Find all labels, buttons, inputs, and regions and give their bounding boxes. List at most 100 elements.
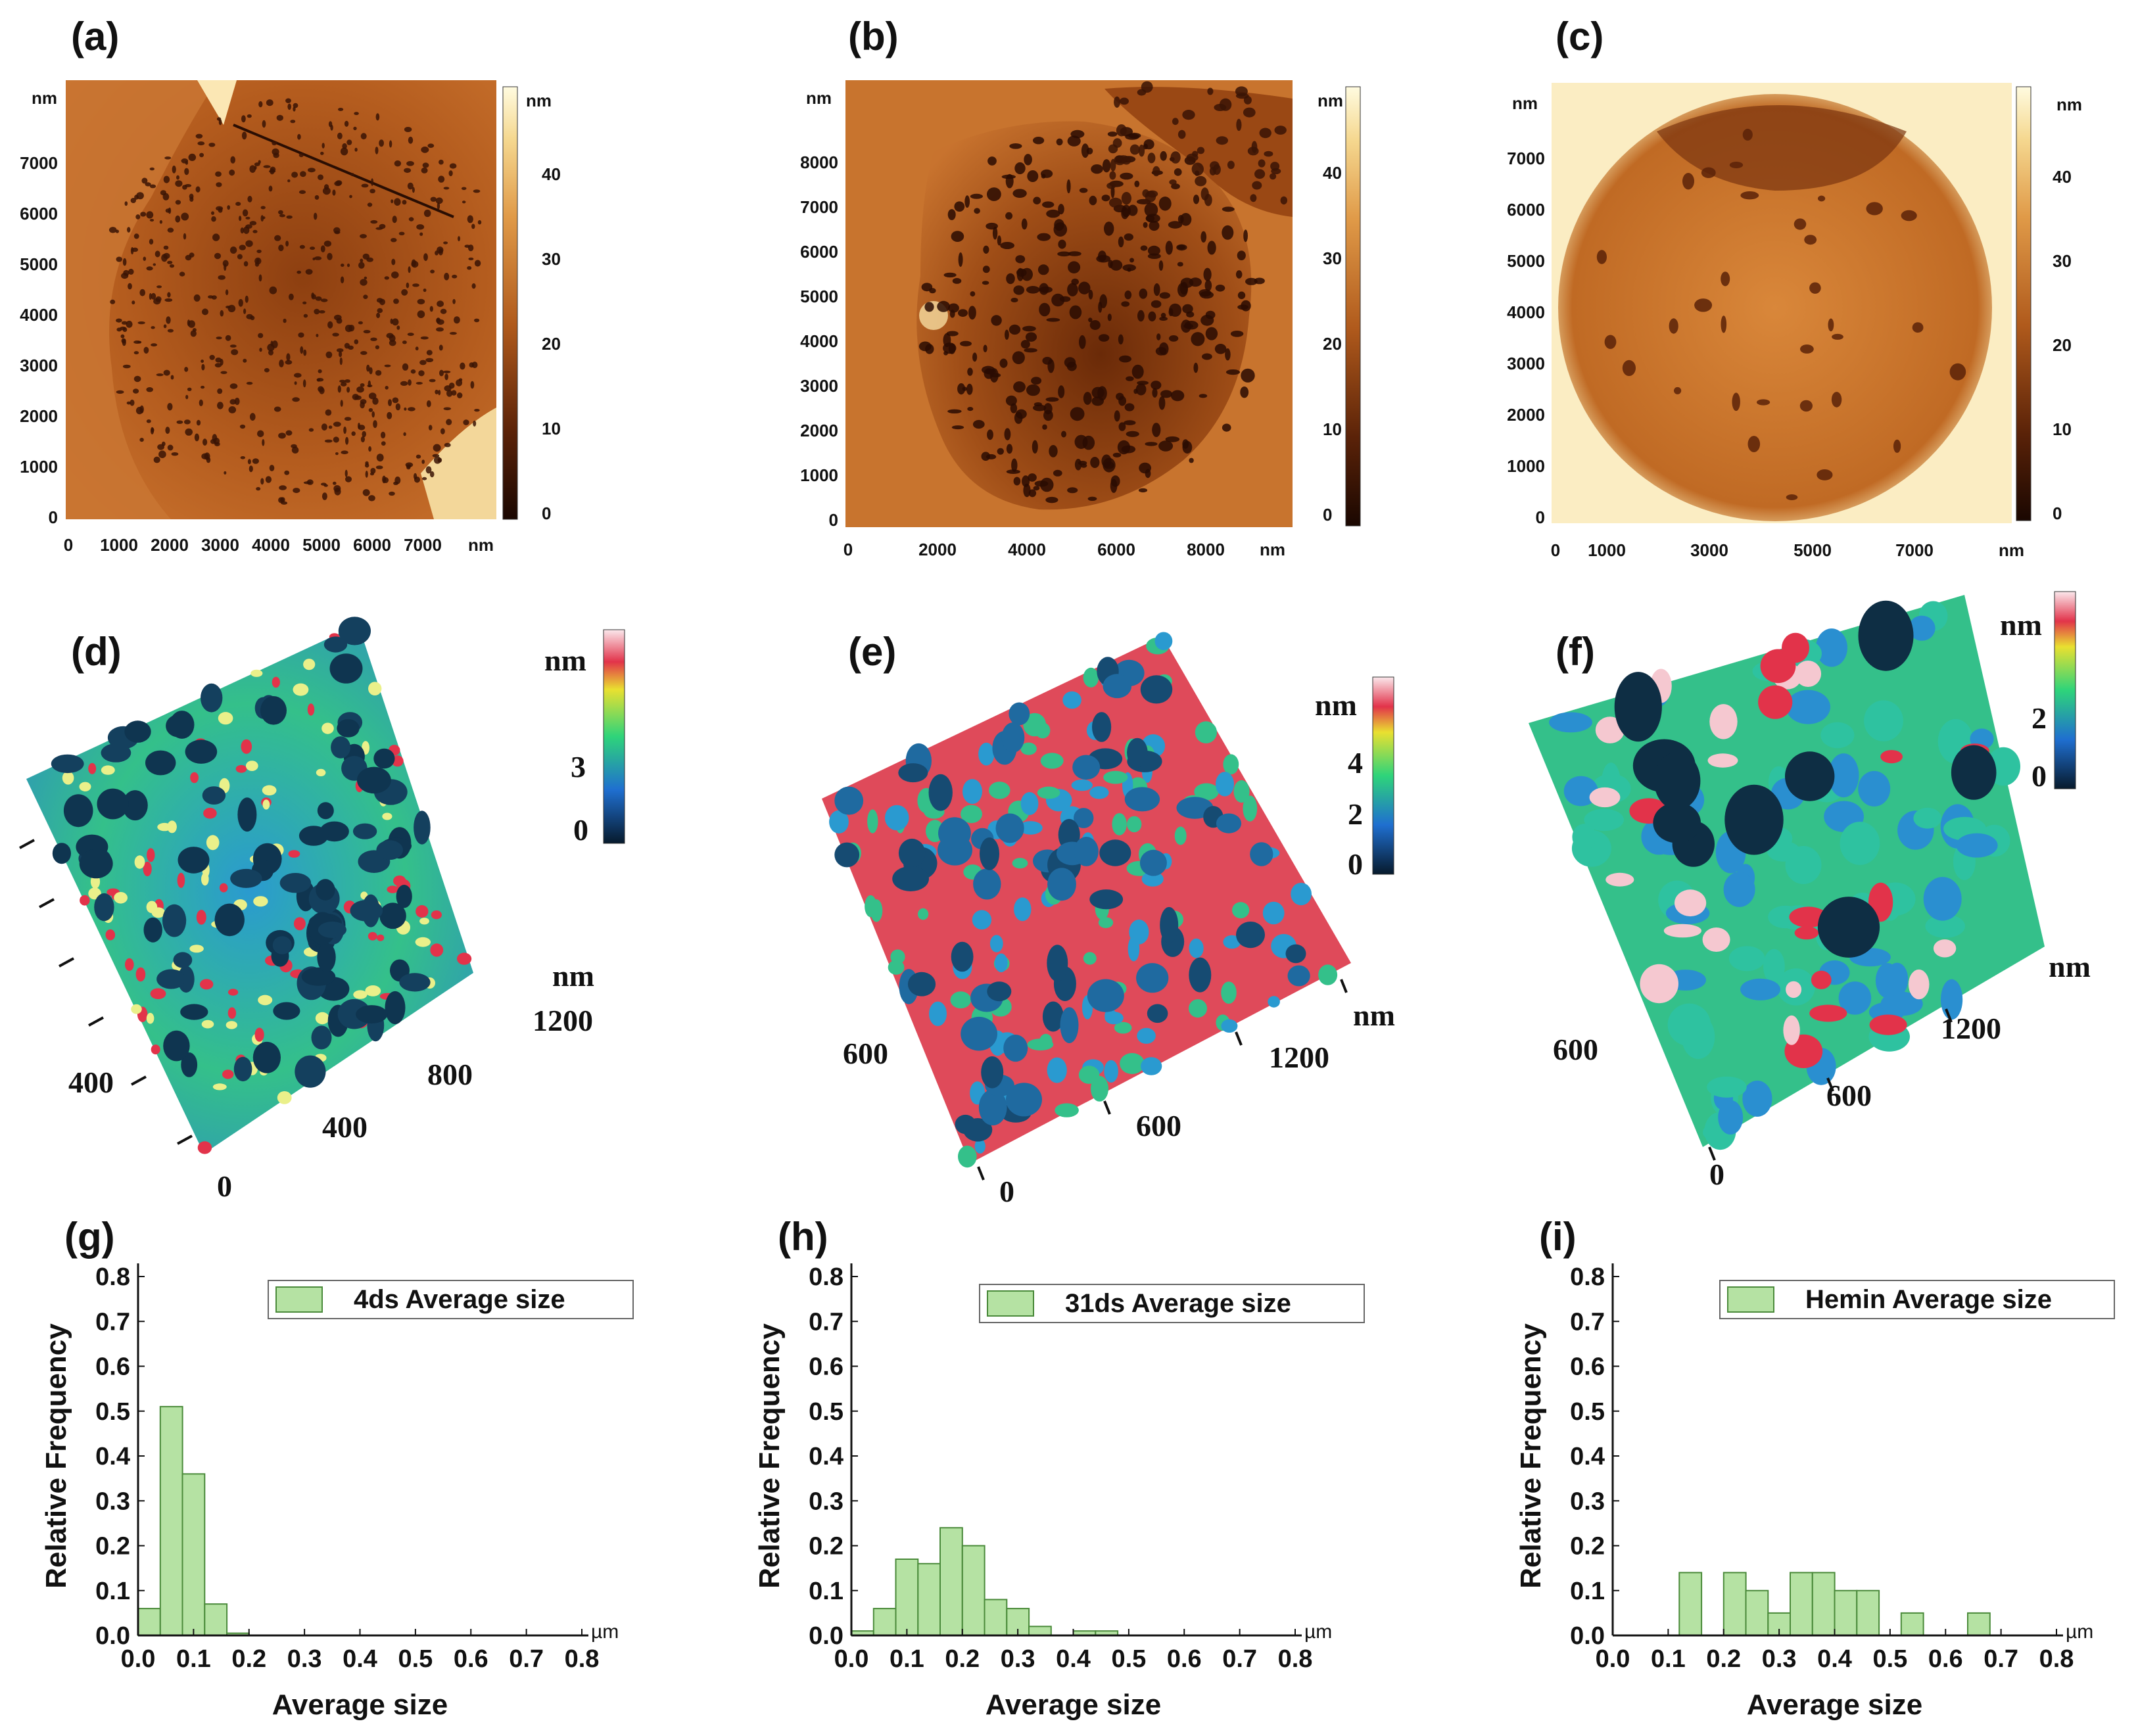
afm-pore bbox=[128, 268, 134, 275]
surface-pore bbox=[892, 866, 929, 891]
afm-pore bbox=[918, 341, 932, 352]
afm-pore bbox=[238, 298, 243, 307]
surface-pore bbox=[1285, 944, 1306, 964]
afm-pore bbox=[473, 189, 481, 193]
afm-pore bbox=[987, 187, 1001, 201]
afm-pore bbox=[176, 175, 179, 180]
afm-pore bbox=[1000, 242, 1014, 249]
surface-pore bbox=[125, 958, 134, 971]
afm-pore bbox=[167, 329, 174, 333]
surface-pore bbox=[1078, 1066, 1100, 1084]
surface-pore bbox=[1160, 906, 1179, 943]
afm-pore bbox=[166, 316, 171, 324]
surface-pore bbox=[170, 711, 195, 739]
afm-pore bbox=[229, 169, 235, 176]
afm-pore bbox=[1118, 236, 1124, 248]
afm-pore bbox=[1120, 172, 1133, 180]
surface-pore bbox=[143, 861, 152, 877]
afm-pore bbox=[984, 368, 994, 379]
afm-pore bbox=[1121, 192, 1131, 205]
afm-pore bbox=[167, 292, 171, 298]
afm-pore bbox=[158, 450, 166, 458]
surface-pore bbox=[929, 1001, 947, 1027]
x-tick-label: 0.1 bbox=[890, 1645, 924, 1673]
afm-pore bbox=[1151, 300, 1162, 308]
afm-pore bbox=[1066, 179, 1071, 194]
x-tick-c: 3000 bbox=[1690, 540, 1728, 560]
afm-pore bbox=[320, 151, 324, 155]
afm-pore bbox=[169, 264, 175, 268]
y-tick-label: 0.0 bbox=[95, 1622, 130, 1650]
surface-pore bbox=[1653, 802, 1701, 843]
x-tick-label: 0.5 bbox=[1111, 1645, 1146, 1673]
afm-pore bbox=[435, 197, 443, 204]
afm-pore bbox=[122, 364, 131, 369]
surface-pore bbox=[884, 805, 909, 831]
surface-pore bbox=[1089, 786, 1109, 799]
afm-pore bbox=[153, 456, 160, 463]
afm-pore bbox=[116, 327, 122, 332]
afm-pore bbox=[412, 283, 419, 287]
afm-pore bbox=[1054, 219, 1064, 231]
afm-pore bbox=[1191, 162, 1204, 176]
afm-pore bbox=[126, 401, 131, 405]
surface-pore bbox=[1262, 901, 1285, 925]
afm-pore bbox=[163, 369, 170, 376]
surface-pore bbox=[1040, 753, 1064, 769]
afm-pore bbox=[1912, 322, 1924, 333]
afm-pore bbox=[400, 381, 408, 387]
afm-pore bbox=[321, 143, 325, 149]
afm-pore bbox=[193, 294, 201, 302]
surface-pore bbox=[918, 908, 929, 920]
afm-pore bbox=[128, 283, 132, 290]
afm-pore bbox=[183, 419, 191, 425]
surface-pore bbox=[230, 868, 262, 888]
surface-pore bbox=[1675, 889, 1707, 917]
x-tick-label: 0.0 bbox=[834, 1645, 869, 1673]
afm-pore bbox=[1177, 129, 1186, 139]
surface-pore bbox=[301, 967, 336, 986]
afm-pore bbox=[1021, 218, 1028, 230]
afm-pore bbox=[1169, 179, 1177, 185]
afm-pore bbox=[1069, 305, 1082, 319]
afm-pore bbox=[943, 351, 948, 356]
afm-pore bbox=[1222, 206, 1235, 212]
surface-pore bbox=[114, 892, 128, 904]
surface-pore bbox=[1137, 1027, 1156, 1044]
afm-pore bbox=[257, 430, 264, 438]
y-tick-c: 5000 bbox=[1507, 251, 1545, 271]
afm-pore bbox=[1141, 81, 1153, 93]
afm-pore bbox=[1200, 231, 1207, 243]
afm-pore bbox=[1214, 104, 1227, 111]
surface-pore bbox=[253, 896, 268, 907]
afm-pore bbox=[368, 446, 371, 452]
afm-pore bbox=[375, 147, 379, 154]
afm-pore bbox=[1237, 250, 1246, 260]
afm-pore bbox=[1721, 271, 1730, 287]
afm-pore bbox=[1022, 475, 1030, 487]
afm-pore bbox=[461, 187, 467, 191]
afm-pore bbox=[430, 270, 435, 273]
afm-pore bbox=[354, 112, 359, 116]
afm-pore bbox=[1020, 340, 1030, 349]
surface-pore bbox=[1009, 702, 1030, 726]
afm-pore bbox=[1103, 457, 1116, 473]
surface-pore bbox=[189, 945, 204, 953]
afm-pore bbox=[187, 387, 192, 391]
afm-pore bbox=[1089, 195, 1097, 206]
surface-pore bbox=[1233, 780, 1250, 803]
afm-pore bbox=[358, 321, 364, 325]
afm-pore bbox=[408, 217, 414, 222]
afm-pore bbox=[1091, 164, 1103, 174]
histogram-bar bbox=[1811, 1572, 1836, 1636]
x-tick-label: 0.5 bbox=[398, 1645, 433, 1673]
afm-pore bbox=[1254, 169, 1266, 179]
surface-pore bbox=[1099, 839, 1131, 866]
afm-pore bbox=[145, 182, 151, 187]
afm-pore bbox=[1165, 241, 1173, 255]
afm-pore bbox=[1066, 362, 1077, 371]
afm-pore bbox=[237, 254, 243, 260]
afm-pore bbox=[1041, 169, 1053, 178]
afm-pore bbox=[216, 336, 222, 340]
afm-pore bbox=[957, 383, 966, 395]
